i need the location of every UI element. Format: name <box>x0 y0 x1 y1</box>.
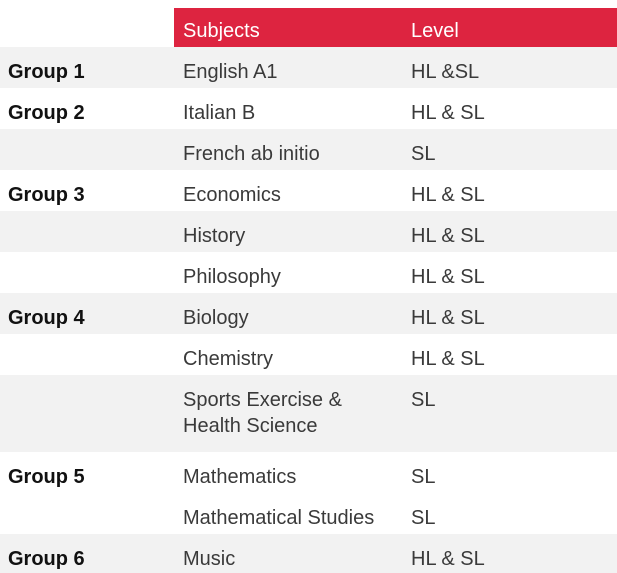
subject-name: Economics <box>183 184 281 206</box>
group-label: Group 4 <box>0 293 174 334</box>
level-value: HL & SL <box>403 211 617 252</box>
group-label: Group 1 <box>0 47 174 88</box>
table-row: Group 4 Biology HL & SL <box>0 293 617 334</box>
subject-name-line: Health Science <box>183 415 318 437</box>
group-label <box>0 129 174 170</box>
table-row: Group 6 Music HL & SL <box>0 534 617 573</box>
subject-name: History <box>174 211 403 252</box>
level-value: HL & SL <box>411 102 485 124</box>
level-value: SL <box>403 375 617 452</box>
subject-name: English A1 <box>174 47 403 88</box>
subject-name: French ab initio <box>174 129 403 170</box>
subject-name: Mathematical Studies <box>183 507 375 529</box>
header-blank-cell <box>0 8 174 47</box>
table-row: Group 5 Mathematics SL <box>0 452 617 493</box>
group-label <box>0 493 174 534</box>
level-value: SL <box>403 129 617 170</box>
group-label: Group 5 <box>8 466 85 488</box>
level-value: HL & SL <box>411 184 485 206</box>
subject-name: Sports Exercise & Health Science <box>174 375 403 452</box>
header-subjects: Subjects <box>174 8 403 47</box>
subjects-table: Subjects Level Group 1 English A1 HL &SL… <box>0 8 617 573</box>
group-label <box>0 211 174 252</box>
subject-name: Chemistry <box>183 348 274 370</box>
subject-name: Philosophy <box>183 266 281 288</box>
table-header-row: Subjects Level <box>0 8 617 47</box>
level-value: HL & SL <box>403 534 617 573</box>
table-row: Group 3 Economics HL & SL <box>0 170 617 211</box>
table-row: Chemistry HL & SL <box>0 334 617 375</box>
table-row: Philosophy HL & SL <box>0 252 617 293</box>
table-row: Group 1 English A1 HL &SL <box>0 47 617 88</box>
table-row: History HL & SL <box>0 211 617 252</box>
group-label <box>0 334 174 375</box>
subject-name: Italian B <box>183 102 256 124</box>
level-value: SL <box>411 507 436 529</box>
subject-name: Biology <box>174 293 403 334</box>
level-value: SL <box>411 466 436 488</box>
table-row: French ab initio SL <box>0 129 617 170</box>
subject-name: Music <box>174 534 403 573</box>
group-label <box>0 252 174 293</box>
header-level: Level <box>403 8 617 47</box>
level-value: HL & SL <box>403 293 617 334</box>
level-value: HL & SL <box>411 266 485 288</box>
level-value: HL &SL <box>403 47 617 88</box>
group-label: Group 6 <box>0 534 174 573</box>
table-row: Sports Exercise & Health Science SL <box>0 375 617 452</box>
group-label <box>0 375 174 452</box>
subject-name: Mathematics <box>183 466 297 488</box>
group-label: Group 3 <box>8 184 85 206</box>
level-value: HL & SL <box>411 348 485 370</box>
subject-name-line: Sports Exercise & <box>183 389 342 411</box>
table-row: Mathematical Studies SL <box>0 493 617 534</box>
group-label: Group 2 <box>8 102 85 124</box>
table-row: Group 2 Italian B HL & SL <box>0 88 617 129</box>
